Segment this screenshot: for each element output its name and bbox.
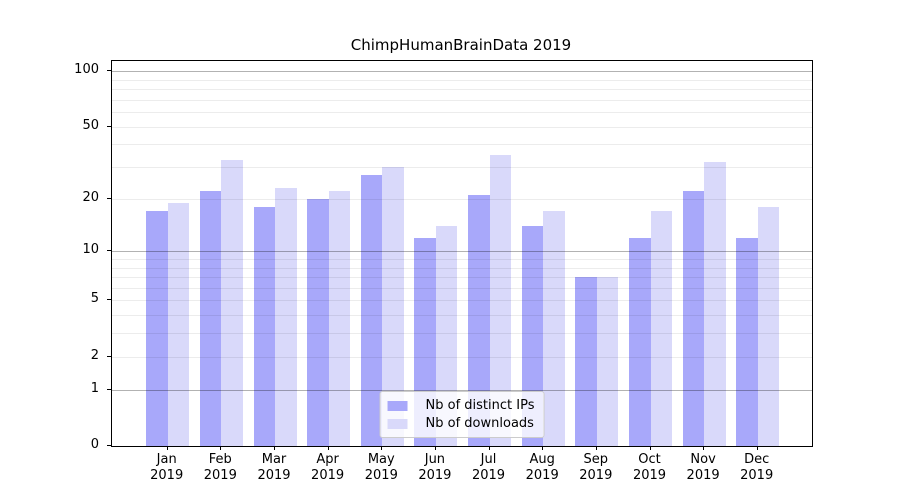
bar-ips-sep [575,277,597,446]
gridline-minor [112,167,812,168]
gridline-minor [112,277,812,278]
bar-downloads-jan [167,202,190,446]
bar-ips-dec [736,237,758,446]
x-tick [488,446,490,450]
x-tick-label: Oct 2019 [632,452,667,483]
y-tick-label: 5 [90,291,99,307]
gridline-minor [112,287,812,289]
gridline-minor [112,267,812,269]
gridline-minor [112,315,812,317]
x-tick [756,446,758,450]
x-tick-label: Jan 2019 [150,452,184,483]
x-tick-label: Mar 2019 [257,452,291,483]
gridline-minor [112,333,812,335]
y-tick [107,388,111,390]
x-tick [703,446,705,450]
y-tick-label: 100 [74,62,99,77]
x-tick [220,446,222,450]
legend-label-downloads: Nb of downloads [425,416,534,431]
y-tick-label: 0 [90,437,99,452]
y-tick [107,125,111,127]
bar-downloads-apr [328,191,351,446]
bar-downloads-may [382,167,404,446]
bar-ips-nov [682,191,705,446]
gridline-minor [112,126,812,128]
y-tick [107,445,111,446]
x-tick-label: Jun 2019 [418,452,452,483]
bar-ips-mar [253,206,275,446]
bar-downloads-mar [275,187,297,446]
gridline-minor [112,300,812,302]
y-tick [107,299,111,301]
gridline-major [112,251,812,253]
gridline-minor [112,112,812,113]
gridline-major [112,389,812,391]
y-tick-label: 20 [82,189,99,205]
x-tick-label: Dec 2019 [740,452,774,483]
bar-downloads-oct [650,211,672,446]
gridline-minor [112,356,812,358]
x-tick-label: May 2019 [364,452,398,483]
bar-ips-jul [468,194,490,446]
y-tick-label: 50 [82,117,99,133]
gridline-minor [112,258,812,260]
bar-downloads-jul [489,154,511,446]
x-tick [595,446,597,450]
bar-downloads-aug [543,211,565,446]
bar-downloads-sep [596,277,619,446]
bar-ips-jan [146,211,168,446]
gridline-minor [112,144,812,146]
gridline-minor [112,88,812,90]
legend-item-downloads: Nb of downloads [387,415,535,432]
y-tick-label: 10 [82,242,99,258]
legend-swatch-downloads [387,418,408,429]
y-tick-label: 1 [90,380,99,396]
y-tick [107,250,111,252]
x-tick [166,446,168,450]
legend-label-distinct-ips: Nb of distinct IPs [425,398,535,413]
x-tick [274,446,275,450]
bar-downloads-nov [704,161,726,446]
x-tick-label: Aug 2019 [525,452,559,483]
bar-downloads-dec [757,206,780,446]
x-tick-label: Jul 2019 [471,452,506,483]
legend-item-distinct-ips: Nb of distinct IPs [387,397,535,414]
legend-swatch-distinct-ips [387,400,408,411]
x-tick-label: Apr 2019 [311,452,345,483]
bar-ips-may [360,175,383,446]
gridline-minor [112,198,812,200]
y-tick [107,197,111,199]
bar-ips-apr [307,198,329,446]
x-tick [327,446,329,450]
bar-ips-feb [199,191,222,446]
y-tick [107,70,111,71]
x-tick-label: Feb 2019 [203,452,237,483]
x-tick [381,446,383,450]
bar-downloads-feb [221,159,243,446]
y-tick-label: 2 [90,347,99,363]
x-tick-label: Sep 2019 [579,452,613,483]
chart-title: ChimpHumanBrainData 2019 [350,36,572,54]
x-tick [542,446,544,450]
y-tick [107,355,111,357]
plot-area: Nb of distinct IPs Nb of downloads [111,60,813,447]
gridline-major [112,71,812,72]
gridline-minor [112,79,812,81]
legend: Nb of distinct IPs Nb of downloads [379,391,545,438]
x-tick-label: Nov 2019 [686,452,720,483]
x-tick [434,446,436,450]
x-tick [649,446,651,450]
gridline-minor [112,99,812,101]
bar-ips-oct [629,237,651,446]
